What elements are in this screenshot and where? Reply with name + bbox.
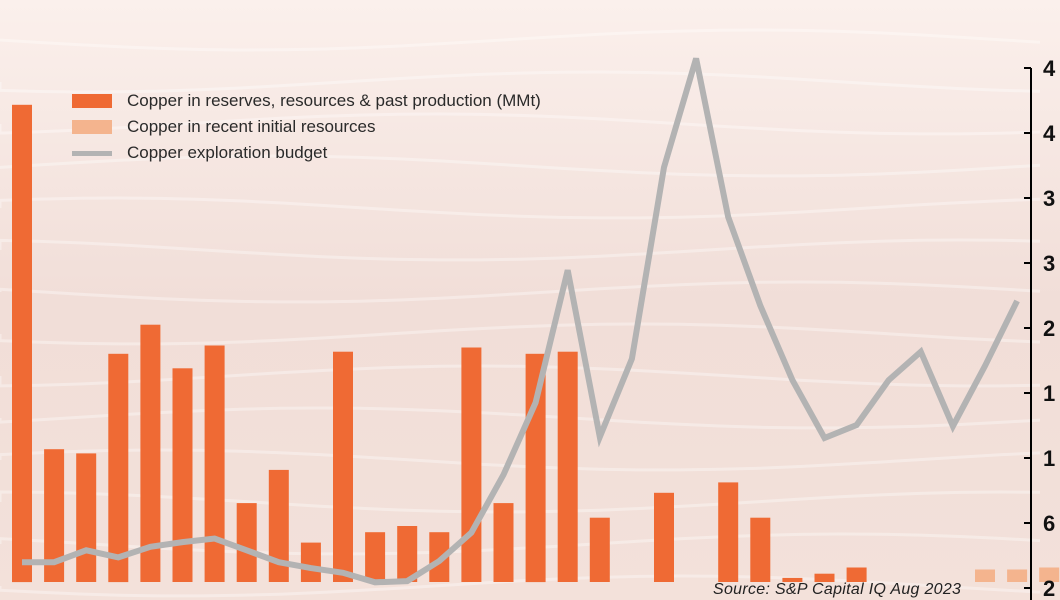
right-axis-tick-label: 2 — [1043, 576, 1055, 600]
bar-reserves-1994 — [140, 324, 161, 582]
bar-reserves-2000 — [333, 351, 353, 582]
legend-swatch-budget — [72, 150, 112, 156]
bar-reserves-2013 — [750, 517, 771, 582]
bar-reserves-2006 — [525, 353, 546, 583]
legend-item-reserves: Copper in reserves, resources & past pro… — [72, 88, 541, 114]
bar-reserves-1990 — [12, 104, 32, 583]
right-axis-tick-label: 3 — [1043, 251, 1055, 276]
legend-swatch-initial — [72, 120, 112, 134]
right-axis-tick-label: 4 — [1043, 121, 1056, 146]
bar-initial-2022 — [1039, 567, 1060, 582]
bar-initial-2021 — [1007, 569, 1028, 582]
background-wave — [0, 196, 1041, 220]
legend-swatch-reserves — [72, 94, 112, 108]
legend-label-reserves: Copper in reserves, resources & past pro… — [127, 91, 541, 110]
bar-reserves-1997 — [236, 503, 257, 582]
background-wave — [0, 154, 1041, 178]
background-wave — [0, 28, 1041, 52]
background-wave — [0, 280, 1041, 304]
bar-reserves-2001 — [365, 532, 386, 582]
right-axis-tick-label: 6 — [1043, 511, 1055, 536]
bar-reserves-2005 — [493, 503, 514, 582]
bar-reserves-2010 — [654, 492, 674, 582]
background-wave — [0, 70, 1041, 94]
bar-reserves-2007 — [557, 351, 578, 582]
bar-reserves-1995 — [172, 368, 193, 582]
bar-reserves-2008 — [589, 517, 610, 582]
bar-reserves-1993 — [108, 353, 129, 583]
legend: Copper in reserves, resources & past pro… — [72, 88, 541, 166]
line-layer — [22, 57, 1020, 586]
bar-reserves-1991 — [44, 449, 65, 582]
right-axis-tick-label: 2 — [1043, 316, 1055, 341]
right-axis-tick-label: 3 — [1043, 186, 1055, 211]
background-wave — [0, 238, 1041, 262]
right-axis-tick-label: 1 — [1043, 446, 1055, 471]
exploration-budget-line — [22, 57, 1020, 586]
bar-initial-2020 — [975, 569, 995, 582]
bar-reserves-2016 — [846, 567, 867, 582]
right-axis-tick-label: 1 — [1043, 381, 1055, 406]
legend-item-budget: Copper exploration budget — [72, 140, 541, 166]
bar-reserves-1996 — [204, 345, 225, 582]
background-wave — [0, 406, 1041, 430]
background-wave — [0, 364, 1041, 388]
legend-label-budget: Copper exploration budget — [127, 143, 328, 162]
legend-item-initial: Copper in recent initial resources — [72, 114, 541, 140]
bar-reserves-1992 — [76, 453, 97, 582]
right-axis-ticks: 4 4 3 3 2 1 1 6 2 — [1024, 56, 1056, 600]
bar-reserves-2014 — [782, 577, 803, 582]
background-wave — [0, 112, 1041, 136]
bar-reserves-2012 — [718, 482, 739, 582]
bar-reserves-1998 — [268, 469, 289, 582]
bar-reserves-1999 — [300, 542, 321, 582]
background-wave — [0, 448, 1041, 472]
bar-reserves-2002 — [397, 526, 418, 582]
right-axis-tick-label: 4 — [1043, 56, 1056, 81]
bar-reserves-2004 — [461, 347, 482, 582]
source-note: Source: S&P Capital IQ Aug 2023 — [713, 581, 962, 598]
legend-label-initial: Copper in recent initial resources — [127, 117, 376, 136]
bar-reserves-2015 — [814, 573, 835, 582]
background-wave — [0, 322, 1041, 346]
